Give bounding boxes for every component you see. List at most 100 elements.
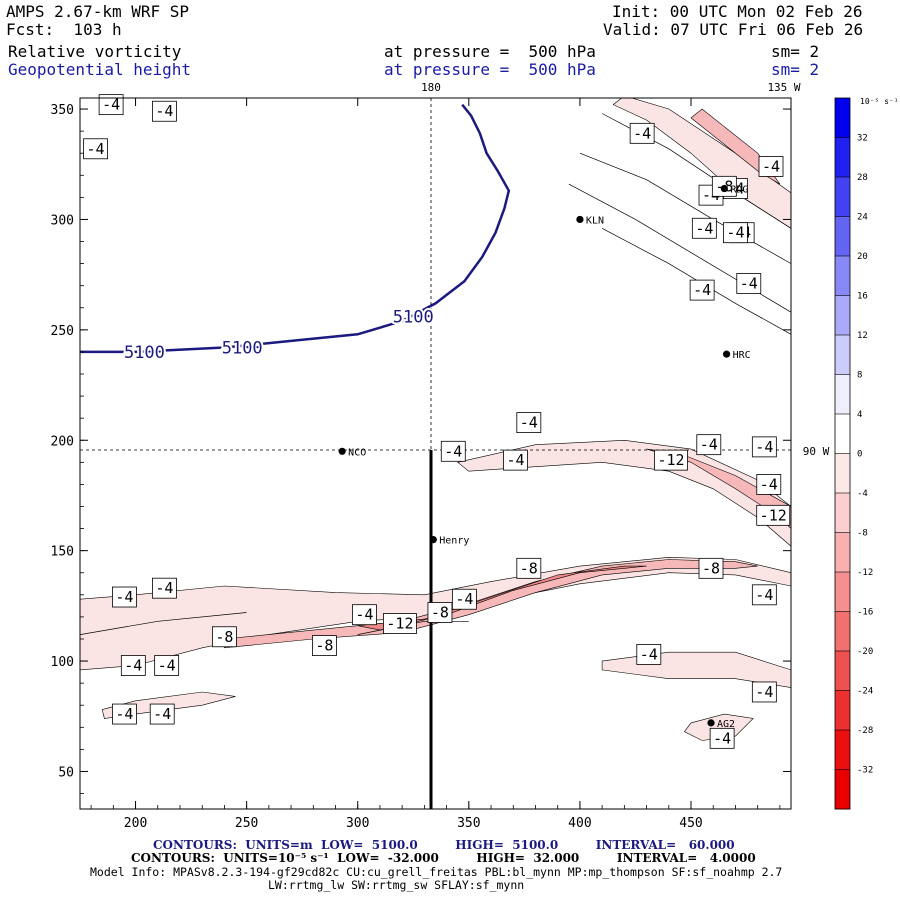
- contour-label: -4: [153, 705, 171, 723]
- contour-label-box: [152, 577, 177, 599]
- contour-label: -4: [755, 683, 773, 701]
- contour-label-box: [709, 727, 735, 749]
- vorticity-contour-line: [80, 612, 247, 635]
- contour-label-box: [698, 557, 724, 579]
- colorbar-tick-label: 20: [857, 252, 868, 262]
- footer-model-info: Model Info: MPASv8.2.3-194-gf29cd82c CU:…: [90, 865, 783, 879]
- colorbar-unit: 10⁻⁵ s⁻¹: [860, 97, 899, 106]
- contour-label: -8: [315, 637, 333, 655]
- contour-label: -4: [693, 281, 711, 299]
- contour-label: -4: [506, 451, 524, 469]
- station-dot: [429, 536, 437, 544]
- contour-label-box: [516, 557, 542, 579]
- contour-label: -4: [760, 475, 778, 493]
- height-contour-label: 5100: [124, 343, 165, 363]
- colorbar-tick-label: 0: [857, 450, 862, 460]
- station-label: Henry: [439, 536, 469, 547]
- contour-label: -12: [760, 506, 787, 524]
- height-contour-label: 5100: [222, 339, 263, 359]
- colorbar-swatch: [835, 98, 850, 138]
- colorbar: 32 28 24 20 16 12 8 4 0 -4 -8 -12 -16 -20 -24 -28 -32: [834, 97, 873, 810]
- contour-label-box: [503, 449, 528, 471]
- contour-label: -4: [755, 586, 773, 604]
- colorbar-swatch: [835, 256, 850, 296]
- colorbar-swatch: [835, 137, 850, 178]
- colorbar-swatch: [835, 611, 850, 652]
- contour-label-box: [152, 100, 177, 122]
- pressure-level-2: at pressure = 500 hPa: [384, 60, 596, 79]
- vorticity-region: [646, 448, 791, 530]
- station-label: NCO: [348, 447, 366, 458]
- colorbar-swatch: [835, 177, 850, 217]
- contour-label-box: [212, 626, 237, 648]
- station-dot: [338, 447, 346, 455]
- colorbar-tick-label: -24: [857, 687, 873, 697]
- colorbar-swatch: [835, 453, 850, 494]
- contour-label: -4: [520, 414, 538, 432]
- height-contour-group: [80, 103, 511, 354]
- colorbar-tick-label: 8: [857, 371, 862, 381]
- contour-label-box: [636, 644, 662, 665]
- label-180: 180: [421, 81, 441, 94]
- colorbar-swatch: [835, 730, 850, 770]
- x-tick-label: 200: [124, 816, 147, 831]
- contour-label: -4: [695, 219, 713, 237]
- colorbar-tick-label: -4: [857, 489, 868, 499]
- contour-label: -8: [520, 559, 538, 577]
- contour-label: -4: [740, 274, 758, 292]
- contour-label-box: [351, 604, 377, 626]
- model-title: AMPS 2.67-km WRF SP: [6, 2, 190, 21]
- contour-label-box: [383, 613, 417, 634]
- vorticity-region: [683, 713, 754, 741]
- station-dot: [576, 215, 584, 224]
- contour-label: -8: [431, 603, 449, 621]
- colorbar-tick-label: -8: [857, 529, 868, 539]
- contour-label-box: [756, 474, 782, 495]
- contour-label-box: [516, 412, 542, 433]
- station-dot: [722, 350, 731, 358]
- contour-label-box: [696, 434, 722, 456]
- station-dot: [720, 184, 728, 193]
- colorbar-tick-label: 28: [857, 173, 868, 183]
- contour-label-box: [751, 436, 777, 458]
- contour-label-box: [758, 156, 784, 177]
- label-135w: 135 W: [767, 81, 800, 94]
- station-dot: [707, 719, 715, 727]
- colorbar-swatch: [835, 374, 850, 415]
- pressure-level-1: at pressure = 500 hPa: [384, 42, 596, 61]
- y-tick-label: 250: [51, 324, 74, 339]
- contour-label: -4: [155, 579, 173, 597]
- init-time: Init: 00 UTC Mon 02 Feb 26: [612, 2, 863, 21]
- vorticity-contour-line: [357, 620, 469, 635]
- colorbar-tick-label: -32: [857, 766, 873, 776]
- station-markers: KLN RDG HRC NCO Henry AG2: [338, 184, 751, 730]
- contour-label-box: [98, 94, 124, 116]
- footer-vorticity-contours: CONTOURS: UNITS=10⁻⁵ s⁻¹ LOW= -32.000 HI…: [131, 851, 756, 865]
- contour-label: -4: [713, 729, 731, 747]
- colorbar-tick-label: 4: [857, 410, 862, 420]
- colorbar-tick-label: 12: [857, 331, 868, 341]
- colorbar-swatch: [835, 335, 850, 375]
- contour-label: -4: [726, 224, 744, 242]
- contour-label: -4: [755, 438, 773, 456]
- colorbar-swatch: [835, 572, 850, 612]
- forecast-hour: Fcst: 103 h: [6, 20, 122, 39]
- plot-frame: [79, 97, 792, 810]
- y-tick-label: 50: [58, 765, 74, 780]
- contour-label: -4: [155, 102, 173, 120]
- x-tick-label: 350: [457, 816, 480, 831]
- colorbar-tick-label: -16: [857, 608, 873, 618]
- contour-label: -4: [87, 140, 105, 158]
- valid-time: Valid: 07 UTC Fri 06 Feb 26: [603, 20, 864, 39]
- y-tick-label: 200: [51, 434, 74, 449]
- label-90w: 90 W: [803, 445, 830, 458]
- smoothing-1: sm= 2: [771, 42, 820, 61]
- contour-label-box: [736, 273, 762, 294]
- contour-label: -4: [444, 442, 462, 460]
- contour-label-box: [629, 122, 655, 144]
- contour-label-box: [440, 440, 466, 462]
- contour-label: -4: [355, 606, 373, 624]
- contour-label: -8: [702, 559, 720, 577]
- contour-label: -4: [115, 705, 133, 723]
